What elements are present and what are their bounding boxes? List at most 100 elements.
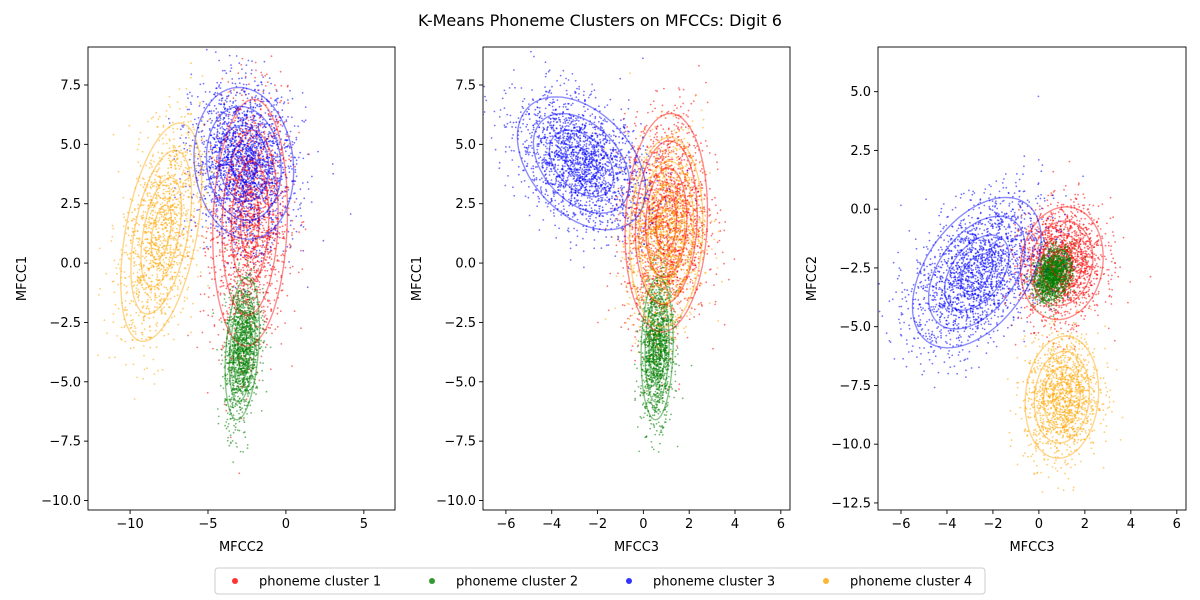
data-point xyxy=(251,136,254,139)
data-point xyxy=(242,419,245,422)
data-point xyxy=(257,268,260,270)
data-point xyxy=(289,89,291,92)
data-point xyxy=(236,215,239,217)
data-point xyxy=(225,101,228,103)
data-point xyxy=(247,138,250,141)
data-point xyxy=(250,143,253,146)
data-point xyxy=(229,299,232,302)
data-point xyxy=(248,212,251,215)
data-point xyxy=(249,175,252,177)
data-point xyxy=(247,341,249,344)
data-point xyxy=(288,135,291,138)
data-point xyxy=(246,262,249,265)
data-point xyxy=(246,212,249,215)
data-point xyxy=(253,255,256,257)
data-point xyxy=(238,162,241,165)
data-point xyxy=(262,148,265,151)
data-point xyxy=(280,289,283,292)
data-point xyxy=(236,252,239,255)
data-point xyxy=(258,103,261,106)
data-point xyxy=(246,255,249,258)
data-point xyxy=(239,361,242,364)
data-point xyxy=(227,144,230,147)
data-point xyxy=(255,280,257,283)
data-point xyxy=(244,238,247,241)
data-point xyxy=(284,266,287,269)
data-point xyxy=(223,292,226,295)
data-point xyxy=(212,174,215,177)
data-point xyxy=(265,38,267,40)
data-point xyxy=(244,224,246,226)
data-point xyxy=(203,241,205,244)
data-point xyxy=(295,215,298,218)
data-point xyxy=(266,201,269,204)
data-point xyxy=(260,257,263,259)
data-point xyxy=(252,203,255,206)
data-point xyxy=(242,241,245,244)
data-point xyxy=(284,150,287,153)
data-point xyxy=(232,313,235,316)
data-point xyxy=(220,99,223,102)
data-point xyxy=(256,215,259,217)
data-point xyxy=(246,221,249,224)
data-point xyxy=(245,172,248,175)
data-point xyxy=(225,427,228,430)
data-point xyxy=(228,134,231,137)
data-point xyxy=(266,281,269,284)
data-point xyxy=(237,72,240,74)
plot-area xyxy=(97,38,352,475)
data-point xyxy=(218,185,221,188)
data-point xyxy=(287,207,290,210)
data-point xyxy=(265,328,267,331)
data-point xyxy=(213,93,215,96)
data-point xyxy=(230,325,233,328)
data-point xyxy=(243,171,246,174)
data-point xyxy=(260,346,263,348)
data-point xyxy=(254,241,257,243)
data-point xyxy=(229,191,232,194)
data-point xyxy=(222,281,225,284)
data-point xyxy=(259,177,261,180)
data-point xyxy=(266,150,269,153)
data-point xyxy=(229,100,232,103)
data-point xyxy=(274,229,277,232)
data-point xyxy=(255,69,257,72)
data-point xyxy=(208,287,211,289)
data-point xyxy=(235,226,237,228)
data-point xyxy=(221,285,223,288)
data-point xyxy=(232,238,235,241)
data-point xyxy=(236,156,239,159)
data-point xyxy=(216,154,219,157)
data-point xyxy=(226,229,229,232)
data-point xyxy=(250,153,253,156)
data-point xyxy=(258,249,261,252)
data-point xyxy=(265,163,267,166)
data-point xyxy=(266,256,269,258)
data-point xyxy=(278,166,281,169)
data-point xyxy=(211,160,214,163)
data-point xyxy=(288,261,290,263)
data-point xyxy=(202,100,205,103)
data-point xyxy=(228,221,230,224)
data-point xyxy=(222,160,224,163)
data-point xyxy=(216,116,218,118)
data-point xyxy=(238,165,241,168)
data-point xyxy=(234,170,236,172)
data-point xyxy=(242,276,244,278)
data-point xyxy=(224,99,227,102)
data-point xyxy=(249,208,252,211)
data-point xyxy=(277,242,279,245)
data-point xyxy=(233,215,236,218)
data-point xyxy=(272,210,275,213)
data-point xyxy=(239,204,242,206)
data-point xyxy=(236,302,238,305)
data-point xyxy=(256,329,259,331)
data-point xyxy=(299,204,301,206)
data-point xyxy=(210,144,212,147)
data-point xyxy=(317,150,319,153)
data-point xyxy=(222,206,224,208)
data-point xyxy=(262,244,264,246)
data-point xyxy=(197,117,200,119)
data-point xyxy=(243,161,246,163)
data-point xyxy=(293,125,296,127)
